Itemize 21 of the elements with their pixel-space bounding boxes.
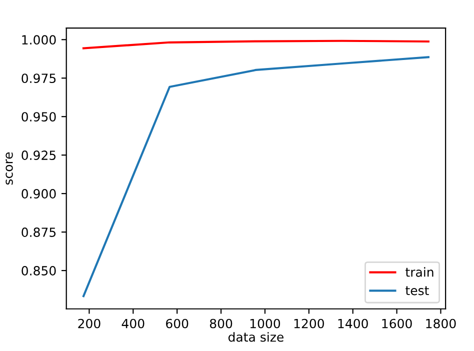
x-tick-label: 1800 (426, 318, 456, 328)
line-series (82, 40, 430, 50)
x-tick-label: 1200 (294, 318, 324, 328)
y-tick-label: 1.000 (22, 35, 56, 45)
x-tick-label: 800 (210, 318, 232, 328)
x-tick-label: 1600 (382, 318, 412, 328)
y-tick-label: 0.900 (22, 189, 56, 198)
x-tick-label: 1000 (250, 318, 280, 328)
legend-label: test (406, 286, 429, 296)
legend-label: train (406, 267, 434, 277)
y-tick-label: 0.975 (22, 74, 56, 84)
y-tick-label: 0.875 (22, 228, 56, 237)
x-tick-label: 200 (78, 318, 100, 328)
y-tick-label: 0.850 (22, 266, 56, 276)
x-tick-label: 400 (122, 318, 144, 328)
x-tick-label: 600 (166, 318, 188, 328)
y-axis-title: score (6, 152, 13, 185)
x-axis-title: data size (228, 332, 284, 342)
x-tick-label: 1400 (338, 318, 368, 328)
y-tick-label: 0.950 (22, 112, 56, 122)
y-tick-label: 0.925 (22, 150, 56, 160)
